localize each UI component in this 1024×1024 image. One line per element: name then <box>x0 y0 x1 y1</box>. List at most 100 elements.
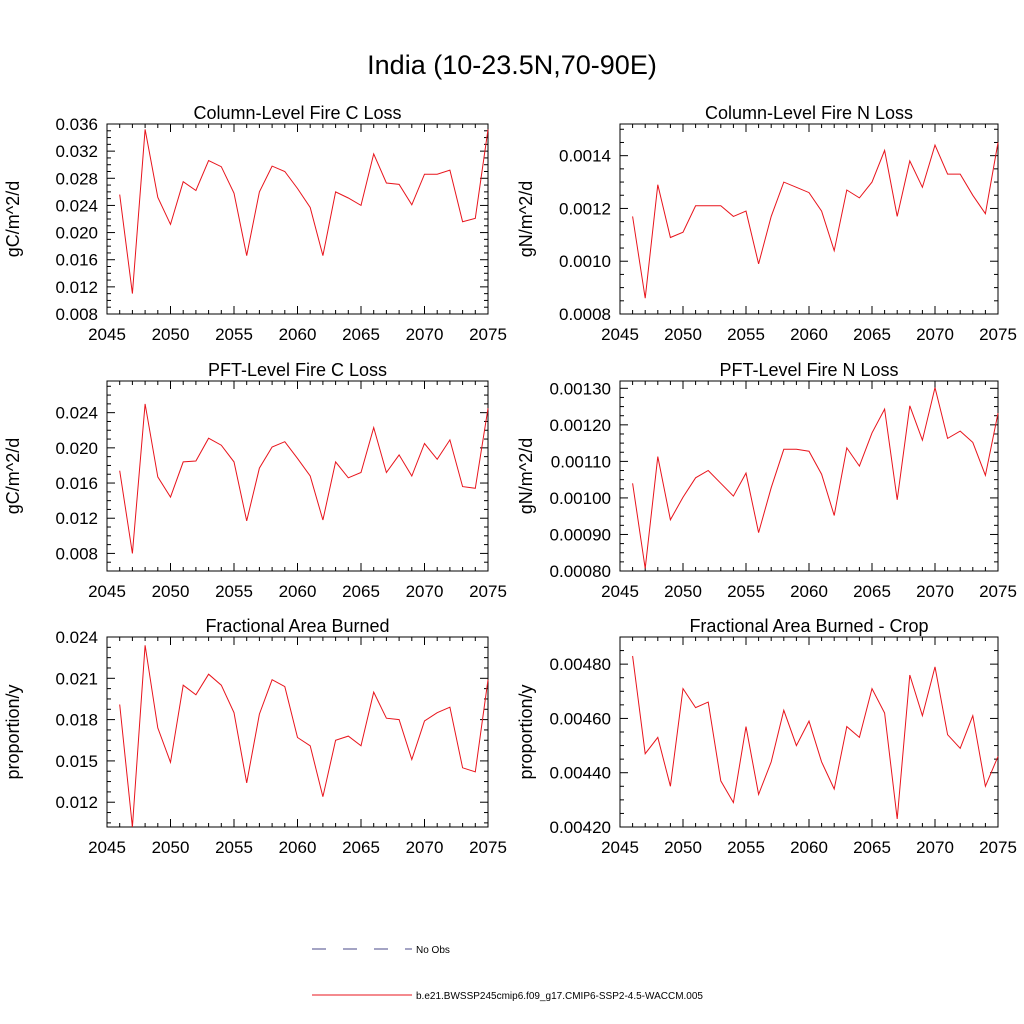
x-tick-label: 2075 <box>979 325 1017 344</box>
panel-frac-area-crop: Fractional Area Burned - Crop proportion/… <box>516 616 1017 857</box>
y-axis-label: gN/m^2/d <box>516 438 536 514</box>
x-tick-label: 2050 <box>152 582 190 601</box>
y-tick-label: 0.036 <box>55 115 98 134</box>
panel-col-fire-n: Column-Level Fire N Loss gN/m^2/d 2045 2050… <box>516 103 1017 344</box>
plot-frame <box>619 380 999 572</box>
series-line <box>119 129 489 294</box>
y-tick-label: 0.021 <box>55 669 98 688</box>
panel-pft-fire-n: PFT-Level Fire N Loss gN/m^2/d 2045 2050 205… <box>516 360 1017 601</box>
x-tick-label: 2075 <box>469 582 507 601</box>
y-tick-label: 0.015 <box>55 752 98 771</box>
x-tick-label: 2075 <box>979 838 1017 857</box>
x-tick-label: 2070 <box>406 325 444 344</box>
y-axis-label: proportion/y <box>516 684 536 779</box>
panel-title: Column-Level Fire N Loss <box>705 103 913 123</box>
x-tick-label: 2065 <box>853 582 891 601</box>
y-tick-label: 0.024 <box>55 628 98 647</box>
x-tick-label: 2050 <box>152 325 190 344</box>
y-axis-label: proportion/y <box>3 684 23 779</box>
panel-col-fire-c: Column-Level Fire C Loss gC/m^2/d 2045 2050… <box>3 103 507 344</box>
y-tick-label: 0.00440 <box>550 764 611 783</box>
x-tick-label: 2060 <box>790 582 828 601</box>
panel-frac-area: Fractional Area Burned proportion/y 2045 20… <box>3 616 507 857</box>
x-tick-label: 2060 <box>279 838 317 857</box>
x-tick-label: 2055 <box>727 838 765 857</box>
y-tick-label: 0.0010 <box>559 252 611 271</box>
y-tick-label: 0.00420 <box>550 818 611 837</box>
x-tick-label: 2060 <box>279 582 317 601</box>
legend-no-obs-label: No Obs <box>416 945 450 956</box>
x-tick-label: 2060 <box>279 325 317 344</box>
x-tick-label: 2065 <box>853 838 891 857</box>
x-tick-label: 2050 <box>152 838 190 857</box>
y-tick-label: 0.008 <box>55 305 98 324</box>
y-axis-label: gN/m^2/d <box>516 181 536 257</box>
x-tick-label: 2065 <box>342 582 380 601</box>
x-tick-label: 2065 <box>342 325 380 344</box>
plot-frame <box>619 123 999 315</box>
x-tick-label: 2045 <box>601 838 639 857</box>
x-tick-label: 2050 <box>664 582 702 601</box>
y-axis-label: gC/m^2/d <box>3 438 23 514</box>
x-tick-label: 2060 <box>790 325 828 344</box>
series-line <box>119 403 489 554</box>
y-tick-label: 0.028 <box>55 169 98 188</box>
series-line <box>632 655 999 819</box>
panel-pft-fire-c: PFT-Level Fire C Loss gC/m^2/d 2045 2050 205… <box>3 360 507 601</box>
x-tick-label: 2065 <box>342 838 380 857</box>
y-tick-label: 0.020 <box>55 439 98 458</box>
x-tick-label: 2050 <box>664 325 702 344</box>
y-tick-label: 0.018 <box>55 711 98 730</box>
x-tick-label: 2055 <box>215 582 253 601</box>
plot-frame <box>106 380 489 572</box>
panel-title: Fractional Area Burned <box>205 616 389 636</box>
x-tick-label: 2075 <box>979 582 1017 601</box>
x-tick-label: 2070 <box>916 838 954 857</box>
panel-title: Column-Level Fire C Loss <box>193 103 401 123</box>
x-tick-label: 2055 <box>215 325 253 344</box>
x-tick-label: 2070 <box>406 838 444 857</box>
y-tick-label: 0.024 <box>55 404 98 423</box>
series-line <box>632 387 999 569</box>
y-tick-label: 0.012 <box>55 793 98 812</box>
y-tick-label: 0.00110 <box>551 452 611 471</box>
y-tick-label: 0.00100 <box>550 489 611 508</box>
x-tick-label: 2070 <box>916 582 954 601</box>
y-tick-label: 0.0008 <box>559 305 611 324</box>
x-tick-label: 2075 <box>469 325 507 344</box>
y-axis-label: gC/m^2/d <box>3 181 23 257</box>
x-tick-label: 2070 <box>916 325 954 344</box>
x-tick-label: 2055 <box>727 325 765 344</box>
y-tick-label: 0.032 <box>55 142 98 161</box>
x-tick-label: 2075 <box>469 838 507 857</box>
panel-title: Fractional Area Burned - Crop <box>689 616 928 636</box>
panel-title: PFT-Level Fire C Loss <box>208 360 387 380</box>
y-tick-label: 0.020 <box>55 224 98 243</box>
x-tick-label: 2045 <box>601 582 639 601</box>
x-tick-label: 2070 <box>406 582 444 601</box>
y-tick-label: 0.00480 <box>550 655 611 674</box>
y-tick-label: 0.00130 <box>550 379 611 398</box>
y-tick-label: 0.0012 <box>559 199 611 218</box>
x-tick-label: 2065 <box>853 325 891 344</box>
y-tick-label: 0.00120 <box>550 416 611 435</box>
plot-frame <box>619 636 999 828</box>
x-tick-label: 2055 <box>215 838 253 857</box>
x-tick-label: 2045 <box>88 325 126 344</box>
y-tick-label: 0.008 <box>55 544 98 563</box>
y-tick-label: 0.012 <box>55 509 98 528</box>
y-tick-label: 0.00080 <box>550 562 611 581</box>
y-tick-label: 0.016 <box>55 474 98 493</box>
x-tick-label: 2045 <box>601 325 639 344</box>
y-tick-label: 0.00090 <box>550 525 611 544</box>
plot-frame <box>106 123 489 315</box>
x-tick-label: 2060 <box>790 838 828 857</box>
x-tick-label: 2045 <box>88 838 126 857</box>
x-tick-label: 2045 <box>88 582 126 601</box>
y-tick-label: 0.024 <box>55 196 98 215</box>
series-line <box>119 645 489 828</box>
x-tick-label: 2055 <box>727 582 765 601</box>
panel-title: PFT-Level Fire N Loss <box>719 360 898 380</box>
legend-model-label: b.e21.BWSSP245cmip6.f09_g17.CMIP6-SSP2-4… <box>416 991 703 1002</box>
